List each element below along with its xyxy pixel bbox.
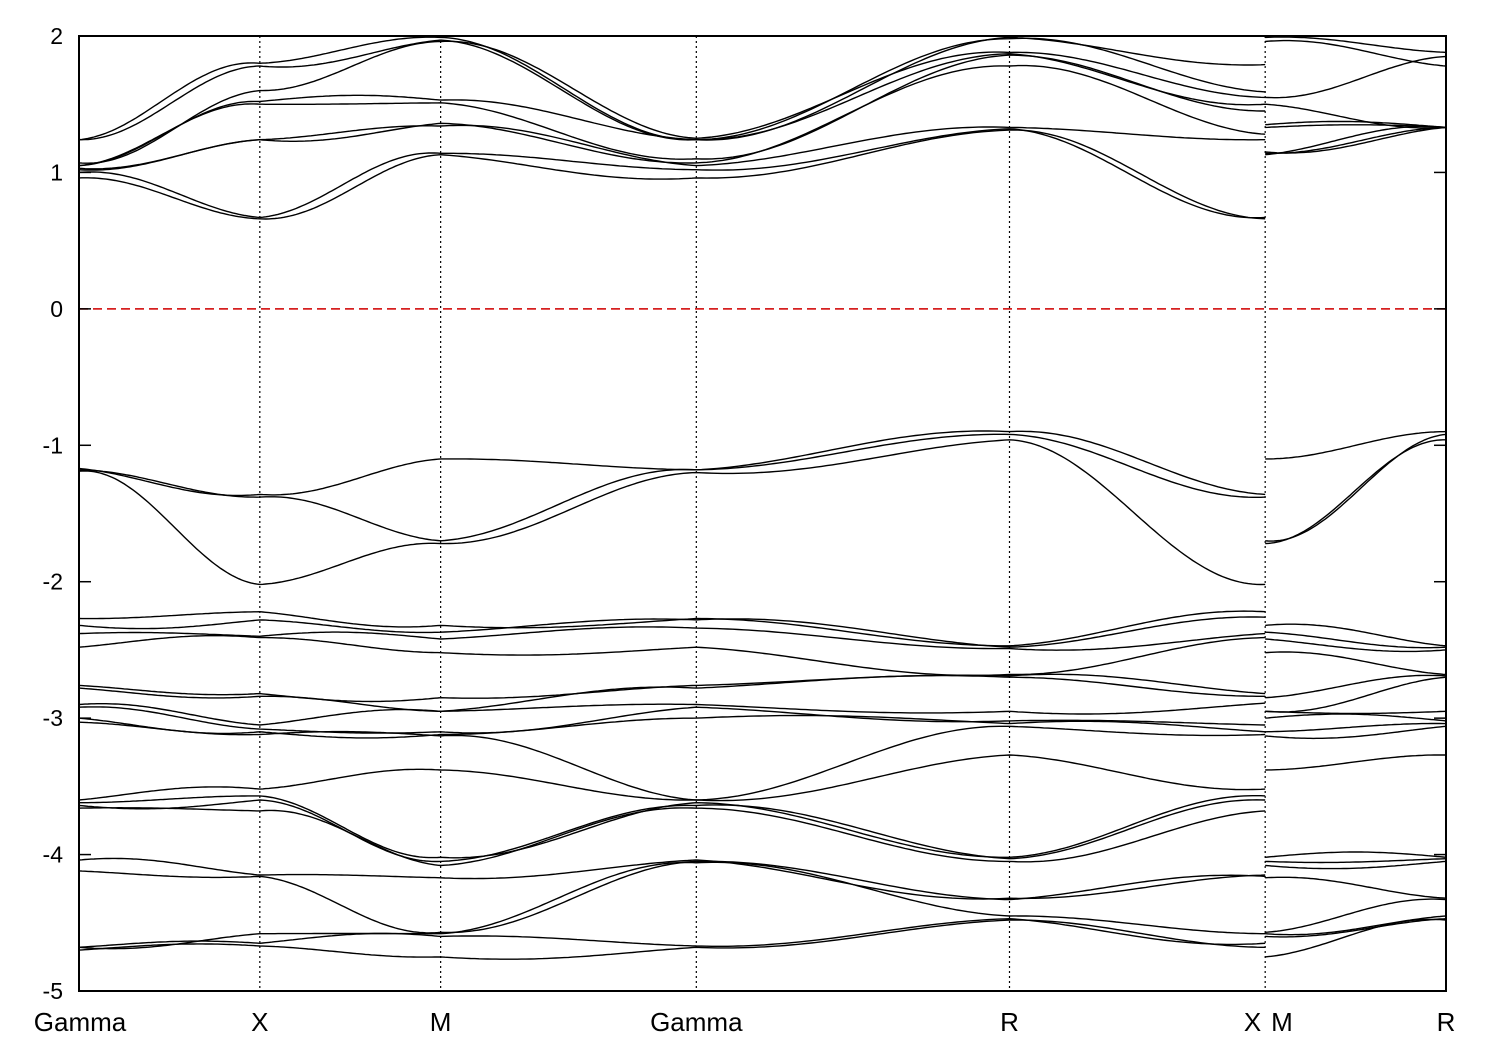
symmetry-point-lines <box>259 36 1266 991</box>
ytick-label-3: -1 <box>43 432 63 458</box>
xtick-label-4: R <box>1000 1007 1019 1037</box>
band-20 <box>79 706 1446 734</box>
xtick-label-1: X <box>251 1007 268 1037</box>
ytick-label-1: 1 <box>50 159 63 185</box>
band-13 <box>79 610 1446 647</box>
ytick-label-4: -2 <box>43 569 63 595</box>
band-1 <box>79 36 1446 141</box>
xtick-label-7: R <box>1437 1007 1456 1037</box>
x-axis: Gamma X M Gamma R X M R <box>34 1007 1456 1037</box>
band-2 <box>79 37 1446 141</box>
ytick-label-6: -4 <box>43 842 64 868</box>
band-3 <box>79 40 1446 164</box>
band-9 <box>79 125 1446 220</box>
band-15 <box>79 626 1446 653</box>
plot-frame <box>78 35 1447 992</box>
band-12 <box>79 439 1446 586</box>
band-23 <box>79 754 1446 802</box>
y-axis: 2 1 0 -1 -2 -3 -4 -5 <box>43 23 1446 1004</box>
ytick-label-0: 2 <box>50 23 63 49</box>
band-8 <box>79 126 1446 219</box>
xtick-label-0: Gamma <box>34 1007 127 1037</box>
band-30 <box>79 918 1446 948</box>
ytick-label-5: -3 <box>43 705 63 731</box>
band-26 <box>79 807 1446 870</box>
ytick-label-2: 0 <box>50 296 63 322</box>
xtick-label-2: M <box>430 1007 452 1037</box>
band-11 <box>79 433 1446 542</box>
band-7 <box>79 124 1446 171</box>
band-28 <box>79 860 1446 934</box>
band-18 <box>79 674 1446 713</box>
band-14 <box>79 616 1446 649</box>
band-24 <box>79 795 1446 859</box>
band-31 <box>79 918 1446 960</box>
xtick-label-5: X <box>1244 1007 1261 1037</box>
band-16 <box>79 635 1446 677</box>
xtick-label-3: Gamma <box>650 1007 743 1037</box>
band-19 <box>79 702 1446 726</box>
band-22 <box>79 721 1446 801</box>
ytick-label-7: -5 <box>43 978 63 1004</box>
bands-group <box>79 36 1446 960</box>
band-10 <box>79 430 1446 497</box>
xtick-label-6: M <box>1271 1007 1293 1037</box>
